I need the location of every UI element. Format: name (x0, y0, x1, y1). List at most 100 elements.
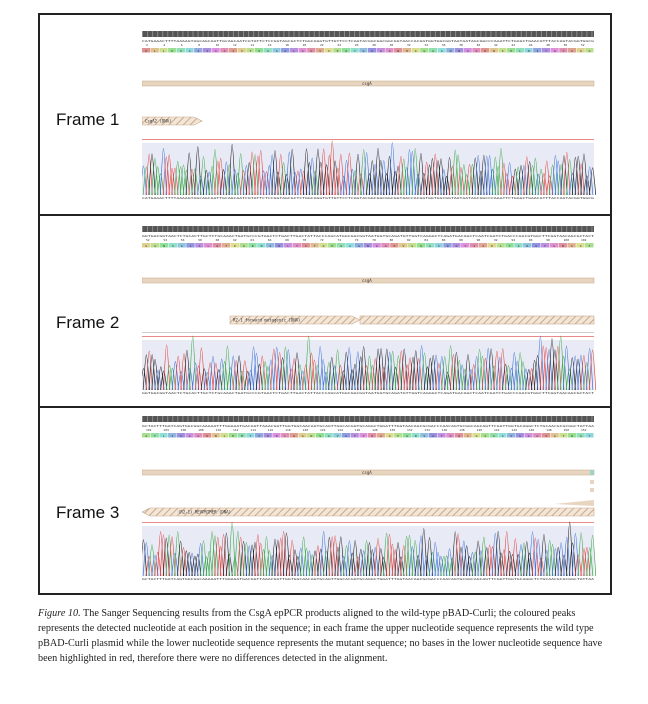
ruler-tick (551, 226, 553, 232)
chromatogram-peak (159, 147, 167, 196)
chromatogram-peak (568, 357, 576, 391)
aa-letter: G (376, 244, 378, 248)
alignment-red-line (142, 522, 594, 523)
ruler-tick (439, 416, 441, 422)
ruler-tick (485, 31, 487, 37)
chromatogram-peak (313, 364, 321, 391)
chromatogram-peak (174, 160, 182, 196)
aa-number: 98 (546, 238, 550, 242)
chromatogram-peak (385, 533, 393, 577)
ruler-tick (369, 416, 371, 422)
chromatogram-peak (491, 532, 499, 577)
chromatogram-peak (205, 171, 213, 196)
aa-number: 140 (477, 428, 483, 432)
ruler-tick (495, 416, 497, 422)
aa-number: 14 (250, 43, 254, 47)
aa-number: 52 (581, 43, 585, 47)
aa-letter: H (406, 49, 408, 53)
chromatogram-peak (574, 358, 582, 391)
chromatogram-peak (328, 356, 336, 391)
chromatogram-peak (471, 157, 479, 196)
aa-box (420, 433, 429, 438)
chromatogram-peak (520, 165, 528, 196)
chromatogram-peak (526, 552, 534, 577)
aa-number: 28 (372, 43, 376, 47)
chromatogram-peak (291, 172, 299, 196)
chromatogram-peak (380, 557, 388, 577)
aa-box (341, 433, 351, 438)
ruler-tick (475, 226, 477, 232)
ruler-tick (530, 31, 532, 37)
aa-box (523, 243, 532, 248)
aa-letter: S (464, 244, 466, 248)
chromatogram-peak (481, 357, 489, 391)
chromatogram-peak (468, 163, 476, 196)
ruler-tick (490, 416, 492, 422)
chromatogram-peak (211, 535, 219, 577)
ruler-tick (571, 226, 573, 232)
chromatogram-peak (242, 541, 250, 577)
aa-box (390, 243, 399, 248)
primer-arrow (142, 507, 595, 517)
aa-box (567, 243, 576, 248)
chromatogram-peak (260, 549, 268, 577)
chromatogram-peak (452, 352, 460, 391)
ruler-tick (399, 416, 401, 422)
ruler-tick (485, 416, 487, 422)
ruler-tick (556, 416, 558, 422)
chromatogram-peak (589, 349, 597, 391)
ruler-tick (460, 416, 462, 422)
ruler-tick (222, 416, 224, 422)
aa-letter: G (363, 49, 365, 53)
chromatogram-peak (238, 370, 246, 391)
ruler-tick (419, 31, 421, 37)
chromatogram-peak (165, 365, 174, 391)
aa-letter: N (562, 244, 564, 248)
chromatogram-peak (471, 551, 479, 577)
chromatogram-peak (142, 165, 147, 196)
aa-box (324, 48, 333, 53)
ruler-tick (243, 416, 244, 422)
frame-1-label: Frame 1 (56, 110, 120, 129)
frame-1-tracks: CATGAAACTTTTAAAAGTAGCAGCAATTGCAGCAATCGTA… (142, 31, 597, 200)
ruler-tick (566, 31, 568, 37)
chromatogram-peak (525, 369, 533, 391)
chromatogram-peak (440, 555, 448, 577)
ruler-tick (268, 226, 270, 232)
aa-letter: S (319, 434, 321, 438)
ruler-tick (349, 31, 351, 37)
aa-number: 138 (459, 428, 465, 432)
chromatogram-peak (228, 144, 236, 196)
ruler-tick (258, 416, 260, 422)
aa-letter: Q (554, 49, 556, 53)
chromatogram-peak (394, 355, 402, 391)
aa-box (185, 48, 194, 53)
aa-box (142, 433, 151, 438)
aa-letter: F (397, 434, 399, 438)
chromatogram-peak (354, 153, 362, 196)
chromatogram-peak (493, 350, 501, 391)
chromatogram-peak (423, 556, 431, 577)
aa-box (454, 48, 464, 53)
aa-box (159, 433, 168, 438)
chromatogram-peak (420, 172, 428, 196)
chromatogram-peak (257, 542, 265, 577)
aa-letter: A (284, 49, 286, 53)
aa-number: 132 (407, 428, 413, 432)
chromatogram-peak (282, 532, 290, 577)
ruler-tick (182, 416, 184, 422)
ruler-tick (182, 226, 184, 232)
ruler-tick (167, 31, 169, 37)
ruler-tick (303, 416, 305, 422)
ruler-tick (162, 416, 164, 422)
chromatogram-peak (476, 348, 484, 391)
aa-letter: G (519, 434, 521, 438)
chromatogram-peak (284, 349, 292, 391)
aa-number: 112 (233, 428, 239, 432)
aa-box (228, 48, 238, 53)
ruler-tick (167, 226, 169, 232)
chromatogram-peak (397, 350, 405, 391)
chromatogram-peak (486, 155, 494, 196)
aa-box (176, 433, 185, 438)
aa-letter: T (250, 434, 252, 438)
